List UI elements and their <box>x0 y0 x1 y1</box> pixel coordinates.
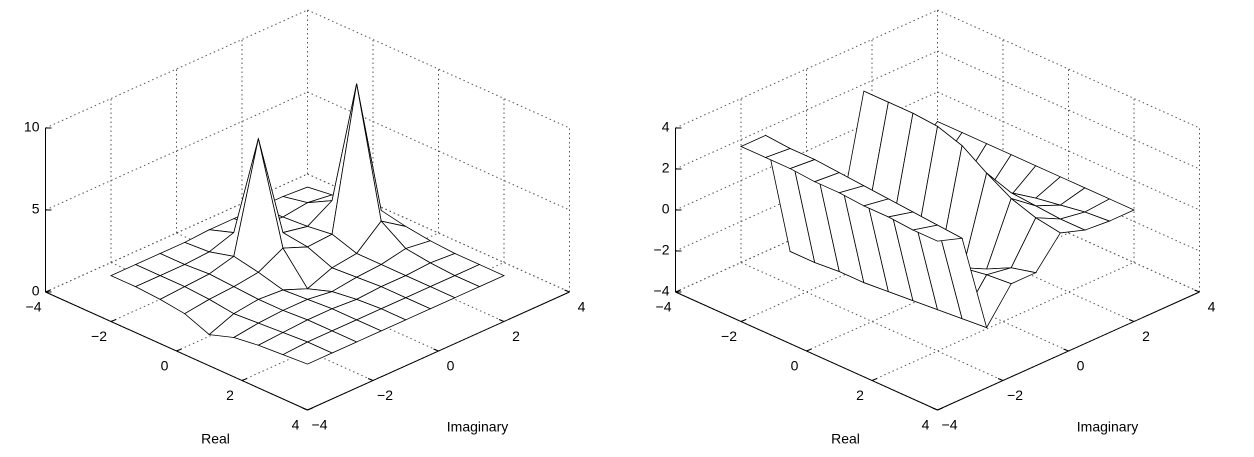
tick-mark <box>932 407 938 411</box>
y-tick-label: 0 <box>1077 358 1085 374</box>
tick-mark <box>806 348 812 352</box>
tick-mark <box>433 348 439 352</box>
grid-line <box>45 91 308 211</box>
x-tick-label: 0 <box>161 358 169 374</box>
tick-mark <box>675 289 681 293</box>
grid-line <box>937 50 1200 170</box>
y-tick-label: 2 <box>1142 328 1150 344</box>
grid-line <box>740 262 1004 381</box>
y-tick-label: 4 <box>1208 299 1216 315</box>
x-tick-label: 4 <box>922 417 930 433</box>
x-tick-label: 2 <box>226 387 234 403</box>
tick-mark <box>871 378 878 381</box>
tick-mark <box>302 407 308 411</box>
y-tick-label: 2 <box>512 328 520 344</box>
z-tick-label: 10 <box>24 119 40 135</box>
tick-mark <box>997 378 1004 381</box>
x-tick-label: −2 <box>721 328 737 344</box>
grid-line <box>307 91 570 211</box>
grid-line <box>806 232 1069 352</box>
grid-line <box>307 173 570 293</box>
x-tick-label: −4 <box>656 299 672 315</box>
tick-mark <box>241 378 248 381</box>
tick-mark <box>176 348 182 352</box>
y-tick-label: −2 <box>1007 387 1023 403</box>
z-tick-label: −4 <box>654 283 670 299</box>
grid-line <box>871 262 1135 381</box>
surface-patch <box>281 341 334 365</box>
y-tick-label: −4 <box>312 417 328 433</box>
z-tick-label: 4 <box>662 119 670 135</box>
z-tick-label: 5 <box>32 201 40 217</box>
x-tick-label: −2 <box>91 328 107 344</box>
grid-line <box>307 9 570 129</box>
grid-line <box>176 232 439 352</box>
grid-line <box>871 203 1135 322</box>
surface-patch <box>911 224 964 242</box>
x-tick-label: −4 <box>26 299 42 315</box>
tick-mark <box>367 378 374 381</box>
tick-mark <box>1063 348 1069 352</box>
z-tick-label: −2 <box>654 242 670 258</box>
y-axis-label: Imaginary <box>447 419 508 435</box>
z-tick-label: 0 <box>662 201 670 217</box>
x-axis-label: Real <box>201 431 230 447</box>
x-axis-label: Real <box>831 431 860 447</box>
grid-line <box>110 262 374 381</box>
grid-line <box>937 9 1200 129</box>
x-tick-label: 0 <box>791 358 799 374</box>
grid-line <box>937 132 1200 252</box>
grid-line <box>45 9 308 129</box>
y-tick-label: 4 <box>578 299 586 315</box>
tick-mark <box>1128 319 1135 322</box>
y-axis-label: Imaginary <box>1077 419 1138 435</box>
tick-mark <box>498 319 505 322</box>
tick-mark <box>937 407 943 411</box>
y-tick-label: −2 <box>377 387 393 403</box>
grid-line <box>937 173 1200 293</box>
x-tick-label: 4 <box>292 417 300 433</box>
y-tick-label: −4 <box>942 417 958 433</box>
x-tick-label: 2 <box>856 387 864 403</box>
z-tick-label: 2 <box>662 160 670 176</box>
tick-mark <box>307 407 313 411</box>
grid-line <box>675 50 938 170</box>
grid-line <box>937 91 1200 211</box>
tick-mark <box>1194 289 1200 293</box>
tick-mark <box>45 289 51 293</box>
z-tick-label: 0 <box>32 283 40 299</box>
tick-mark <box>740 319 747 322</box>
y-tick-label: 0 <box>447 358 455 374</box>
grid-line <box>675 9 938 129</box>
tick-mark <box>110 319 117 322</box>
tick-mark <box>564 289 570 293</box>
grid-line <box>241 203 505 322</box>
